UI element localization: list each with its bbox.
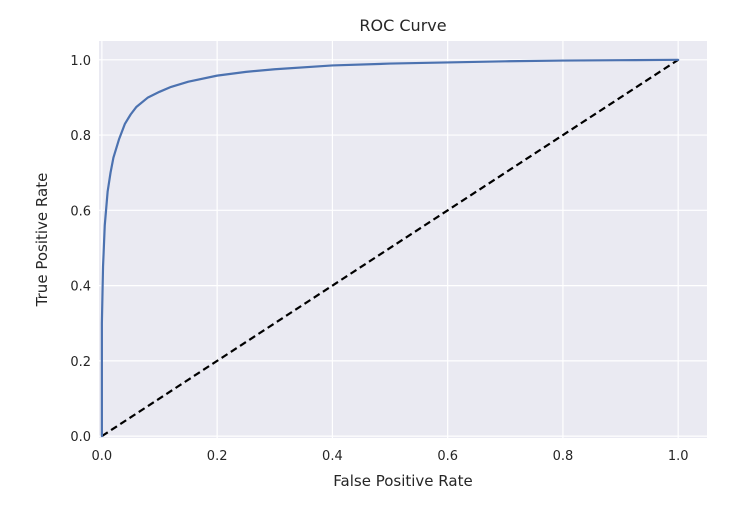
y-tick-label: 1.0 (70, 54, 91, 69)
x-tick-label: 0.2 (207, 449, 228, 464)
x-gridlines (101, 41, 679, 438)
x-axis-label: False Positive Rate (333, 472, 472, 490)
x-tick-label: 0.6 (437, 449, 458, 464)
plot-area (99, 41, 707, 438)
y-axis-label: True Positive Rate (33, 173, 51, 308)
x-tick-label: 1.0 (668, 449, 689, 464)
reference-diagonal-line (101, 58, 679, 438)
x-tick-label: 0.8 (553, 449, 574, 464)
y-tick-label: 0.8 (70, 129, 91, 144)
y-tick-labels: 0.0 0.2 0.4 0.6 0.8 1.0 (70, 54, 91, 445)
y-tick-label: 0.6 (70, 204, 91, 219)
y-tick-label: 0.2 (70, 355, 91, 370)
y-tick-label: 0.0 (70, 430, 91, 445)
y-tick-label: 0.4 (70, 280, 91, 295)
chart-title: ROC Curve (359, 16, 446, 35)
x-tick-label: 0.0 (92, 449, 113, 464)
x-tick-labels: 0.0 0.2 0.4 0.6 0.8 1.0 (92, 449, 689, 464)
x-tick-label: 0.4 (322, 449, 343, 464)
roc-curve-line (100, 58, 680, 438)
